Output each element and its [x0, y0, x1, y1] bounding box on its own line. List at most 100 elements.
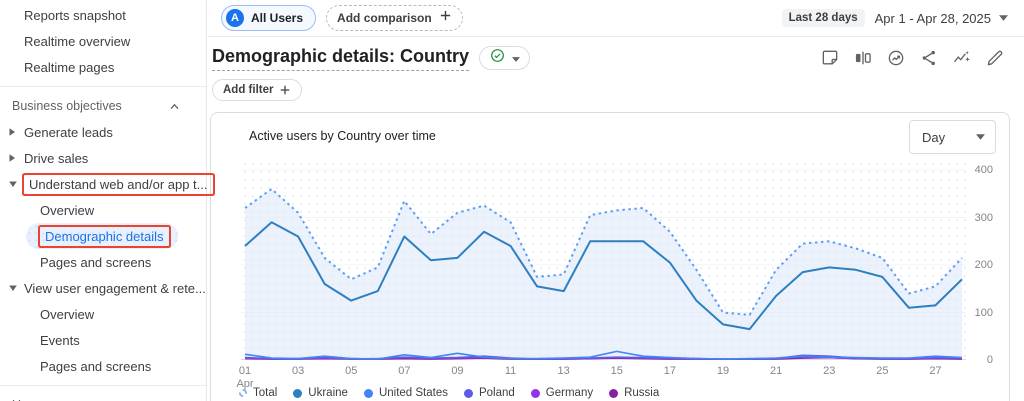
legend-dot — [463, 388, 473, 398]
chevron-up-icon[interactable] — [169, 97, 180, 115]
data-quality-pill[interactable] — [479, 46, 531, 70]
y-axis-tick: 100 — [974, 306, 993, 319]
chevron-up-icon[interactable] — [169, 396, 180, 401]
x-axis-tick: 17 — [663, 365, 676, 377]
sidebar-section-user[interactable]: User — [0, 392, 206, 401]
sidebar-item-realtime-overview[interactable]: Realtime overview — [0, 28, 206, 54]
legend-item-poland[interactable]: Poland — [463, 387, 515, 399]
chart-title: Active users by Country over time — [249, 129, 436, 143]
sidebar-item-overview[interactable]: Overview — [0, 301, 206, 327]
sidebar-item-label: Overview — [40, 306, 95, 322]
sidebar-item-events[interactable]: Events — [0, 327, 206, 353]
report-toolbar — [817, 45, 1008, 71]
legend-label: Poland — [478, 387, 515, 399]
legend-dot — [239, 389, 247, 397]
legend-label: Ukraine — [308, 387, 348, 399]
expand-arrow-down-icon[interactable] — [8, 179, 18, 189]
sidebar-item-drive-sales[interactable]: Drive sales — [0, 145, 206, 171]
chart-legend: Total Ukraine United States Poland Germany Ru… — [239, 387, 659, 399]
expand-arrow-down-icon[interactable] — [8, 283, 18, 293]
sidebar-item-pages-and-screens[interactable]: Pages and screens — [0, 249, 206, 275]
x-axis-tick: 01 Apr — [236, 365, 254, 390]
sidebar-item-generate-leads[interactable]: Generate leads — [0, 119, 206, 145]
all-users-avatar: A — [226, 9, 244, 27]
sidebar-item-pages-and-screens[interactable]: Pages and screens — [0, 353, 206, 379]
chevron-down-icon — [976, 134, 985, 140]
chevron-down-icon — [512, 49, 521, 67]
sidebar-nav: Reports snapshot Realtime overview Realtim… — [0, 2, 208, 401]
sidebar-item-label: User — [12, 398, 38, 401]
legend-item-germany[interactable]: Germany — [530, 387, 594, 399]
x-axis-tick: 25 — [876, 365, 889, 377]
date-range-value[interactable]: Apr 1 - Apr 28, 2025 — [874, 10, 991, 26]
line-chart-plot[interactable] — [241, 160, 966, 361]
selected-item-highlight — [26, 223, 178, 249]
date-range-badge: Last 28 days — [781, 9, 865, 27]
x-axis-tick: 27 — [929, 365, 942, 377]
sidebar-item-label: Realtime pages — [24, 59, 115, 75]
add-filter-button[interactable]: Add filter — [212, 79, 303, 101]
legend-label: Total — [253, 387, 278, 399]
sidebar-item-label: Pages and screens — [40, 358, 152, 374]
share-icon[interactable] — [916, 45, 942, 71]
report-header: Demographic details: Country — [212, 44, 1008, 72]
page-title: Demographic details: Country — [212, 46, 470, 71]
y-axis-tick: 300 — [974, 211, 993, 224]
x-axis-tick: 09 — [451, 365, 464, 377]
comparison-icon[interactable] — [850, 45, 876, 71]
all-users-pill[interactable]: A All Users — [221, 5, 317, 31]
edit-pencil-icon[interactable] — [982, 45, 1008, 71]
legend-label: United States — [378, 387, 448, 399]
add-comparison-button[interactable]: Add comparison — [326, 5, 463, 31]
sidebar-item-label: Overview — [40, 202, 95, 218]
sidebar-item-label: Realtime overview — [24, 33, 131, 49]
sidebar-divider — [0, 86, 206, 87]
chevron-down-icon[interactable] — [999, 15, 1008, 21]
filter-row: Add filter — [212, 79, 1024, 101]
sidebar-item-label: Business objectives — [12, 99, 122, 113]
sidebar-item-view-user-engagement-rete[interactable]: View user engagement & rete... — [0, 275, 206, 301]
plus-icon — [281, 85, 290, 95]
insights-sparkline-icon[interactable] — [949, 45, 975, 71]
sidebar-item-label: View user engagement & rete... — [24, 280, 206, 296]
legend-item-total[interactable]: Total — [239, 387, 277, 399]
sidebar-item-label: Pages and screens — [40, 254, 152, 270]
sidebar-item-label: Demographic details — [40, 227, 169, 246]
x-axis-tick: 23 — [823, 365, 836, 377]
verified-check-icon — [489, 47, 506, 69]
legend-dot — [530, 388, 540, 398]
y-axis-tick: 200 — [974, 259, 993, 271]
expand-arrow-right-icon[interactable] — [8, 153, 18, 163]
x-axis-tick: 11 — [504, 365, 517, 377]
legend-label: Germany — [545, 387, 594, 399]
sidebar-item-label: Generate leads — [24, 124, 113, 140]
insights-gauge-icon[interactable] — [883, 45, 909, 71]
legend-item-united-states[interactable]: United States — [363, 387, 448, 399]
legend-item-ukraine[interactable]: Ukraine — [293, 387, 348, 399]
x-axis-tick: 03 — [291, 365, 305, 377]
expand-arrow-right-icon[interactable] — [8, 127, 18, 137]
y-axis-tick: 0 — [986, 354, 993, 366]
sidebar-divider — [0, 385, 206, 386]
sidebar-item-overview[interactable]: Overview — [0, 197, 206, 223]
sidebar-item-reports-snapshot[interactable]: Reports snapshot — [0, 2, 206, 28]
plus-icon — [439, 9, 452, 27]
sidebar-item-label: Reports snapshot — [24, 7, 126, 23]
main-content: A All Users Add comparison Last 28 days … — [208, 0, 1024, 401]
x-axis-tick: 15 — [610, 365, 623, 377]
legend-item-russia[interactable]: Russia — [609, 387, 659, 399]
sidebar-section-business-objectives[interactable]: Business objectives — [0, 93, 206, 119]
sidebar-item-demographic-details[interactable]: Demographic details — [0, 223, 206, 249]
granularity-value: Day — [922, 129, 946, 145]
note-icon[interactable] — [817, 45, 843, 71]
x-axis-tick: 19 — [716, 365, 730, 377]
legend-dot — [293, 388, 303, 398]
x-axis-tick: 13 — [557, 365, 570, 377]
comparison-bar: A All Users Add comparison Last 28 days … — [208, 0, 1024, 37]
granularity-select[interactable]: Day — [909, 120, 996, 154]
y-axis-tick: 400 — [974, 164, 993, 176]
sidebar-item-realtime-pages[interactable]: Realtime pages — [0, 54, 206, 80]
sidebar-item-understand-web-and-or-app-t[interactable]: Understand web and/or app t... — [0, 171, 208, 197]
